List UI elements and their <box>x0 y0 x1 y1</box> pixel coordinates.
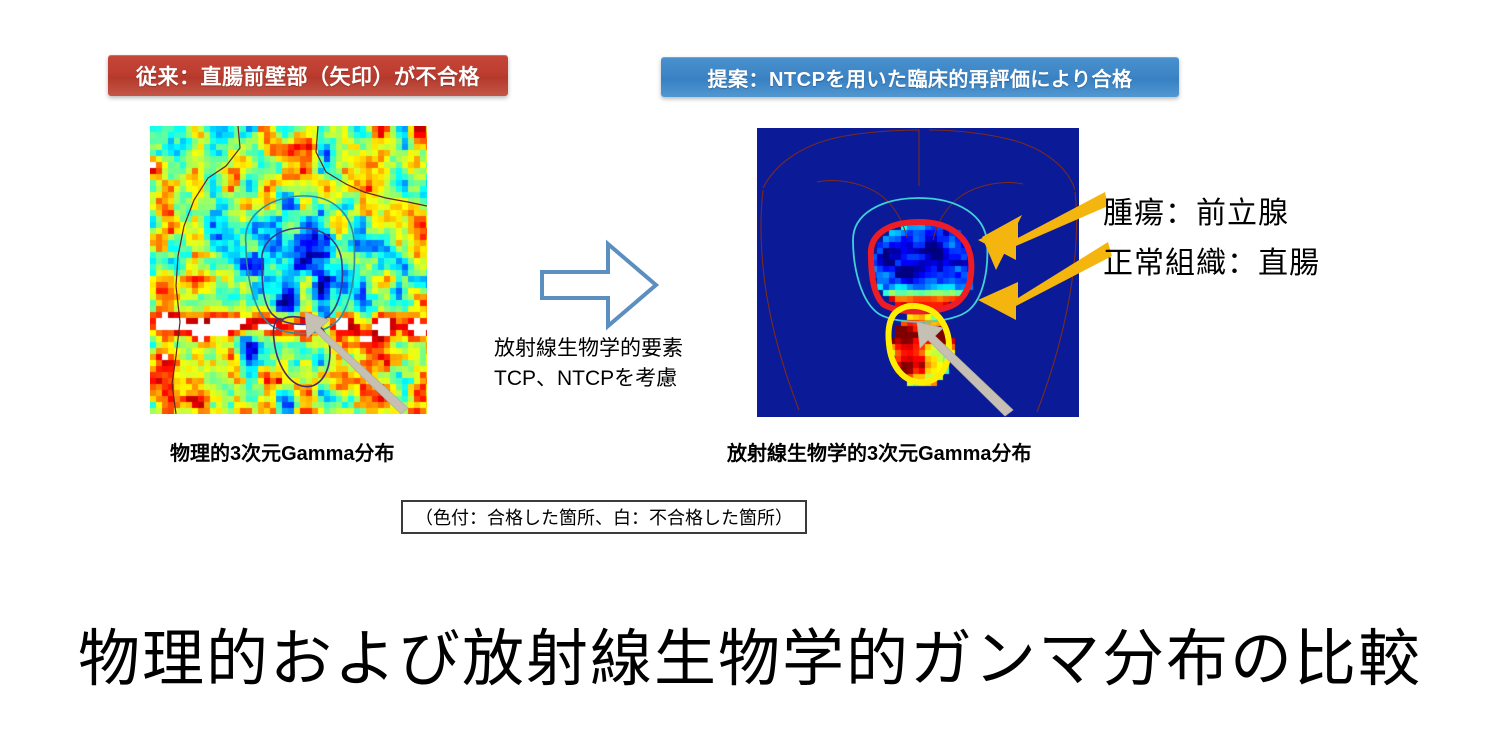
callout-label-oar: 正常組織：直腸 <box>1103 238 1320 282</box>
banner-conventional: 従来：直腸前壁部（矢印）が不合格 <box>108 55 508 96</box>
callout-label-tumor: 腫瘍：前立腺 <box>1103 188 1289 232</box>
slide-title: 物理的および放射線生物学的ガンマ分布の比較 <box>0 608 1500 698</box>
caption-radiobiological-gamma: 放射線生物学的3次元Gamma分布 <box>727 437 1032 466</box>
physical-gamma-heatmap <box>150 126 427 414</box>
banner-conventional-text: 従来：直腸前壁部（矢印）が不合格 <box>136 61 480 91</box>
transition-caption-line1: 放射線生物学的要素 <box>494 334 734 364</box>
radiobiological-gamma-heatmap <box>757 128 1079 417</box>
legend-box: （色付：合格した箇所、白：不合格した箇所） <box>401 500 807 534</box>
legend-text: （色付：合格した箇所、白：不合格した箇所） <box>415 504 793 530</box>
transition-caption-line2: TCP、NTCPを考慮 <box>494 364 734 394</box>
caption-physical-gamma: 物理的3次元Gamma分布 <box>170 437 395 466</box>
transition-caption: 放射線生物学的要素 TCP、NTCPを考慮 <box>494 334 734 394</box>
banner-proposed: 提案：NTCPを用いた臨床的再評価により合格 <box>661 57 1179 97</box>
radiobiological-gamma-image <box>757 128 1079 417</box>
transition-arrow-icon <box>538 238 660 332</box>
physical-gamma-image <box>150 126 427 414</box>
banner-proposed-text: 提案：NTCPを用いた臨床的再評価により合格 <box>707 63 1132 92</box>
